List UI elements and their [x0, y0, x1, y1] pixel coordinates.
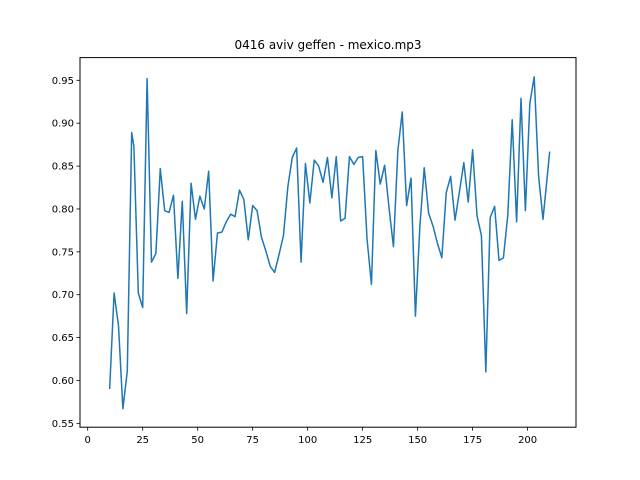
- x-tick-label: 50: [191, 435, 204, 446]
- x-tick-label: 75: [246, 435, 259, 446]
- plot-area: [108, 76, 551, 410]
- y-tick-label: 0.95: [52, 76, 74, 87]
- y-tick-label: 0.55: [52, 419, 74, 430]
- y-tick-label: 0.80: [52, 204, 74, 215]
- y-tick-label: 0.90: [52, 119, 74, 130]
- x-tick-label: 0: [85, 435, 91, 446]
- y-tick-label: 0.65: [52, 333, 74, 344]
- x-tick-label: 100: [298, 435, 317, 446]
- y-tick-label: 0.60: [52, 376, 74, 387]
- x-tick-label: 25: [136, 435, 149, 446]
- y-tick-label: 0.75: [52, 247, 74, 258]
- chart-title: 0416 aviv geffen - mexico.mp3: [234, 38, 421, 52]
- x-tick-label: 125: [353, 435, 372, 446]
- x-tick-label: 175: [463, 435, 482, 446]
- x-axis: 0 25 50 75 100 125 150 175 200: [85, 427, 537, 446]
- axes-frame: [79, 57, 577, 428]
- y-axis: 0.55 0.60 0.65 0.70 0.75 0.80 0.85 0.90 0.95: [52, 76, 80, 430]
- y-tick-label: 0.70: [52, 290, 74, 301]
- series-line: [108, 76, 551, 410]
- x-tick-label: 200: [518, 435, 537, 446]
- x-tick-label: 150: [408, 435, 427, 446]
- y-tick-label: 0.85: [52, 162, 74, 173]
